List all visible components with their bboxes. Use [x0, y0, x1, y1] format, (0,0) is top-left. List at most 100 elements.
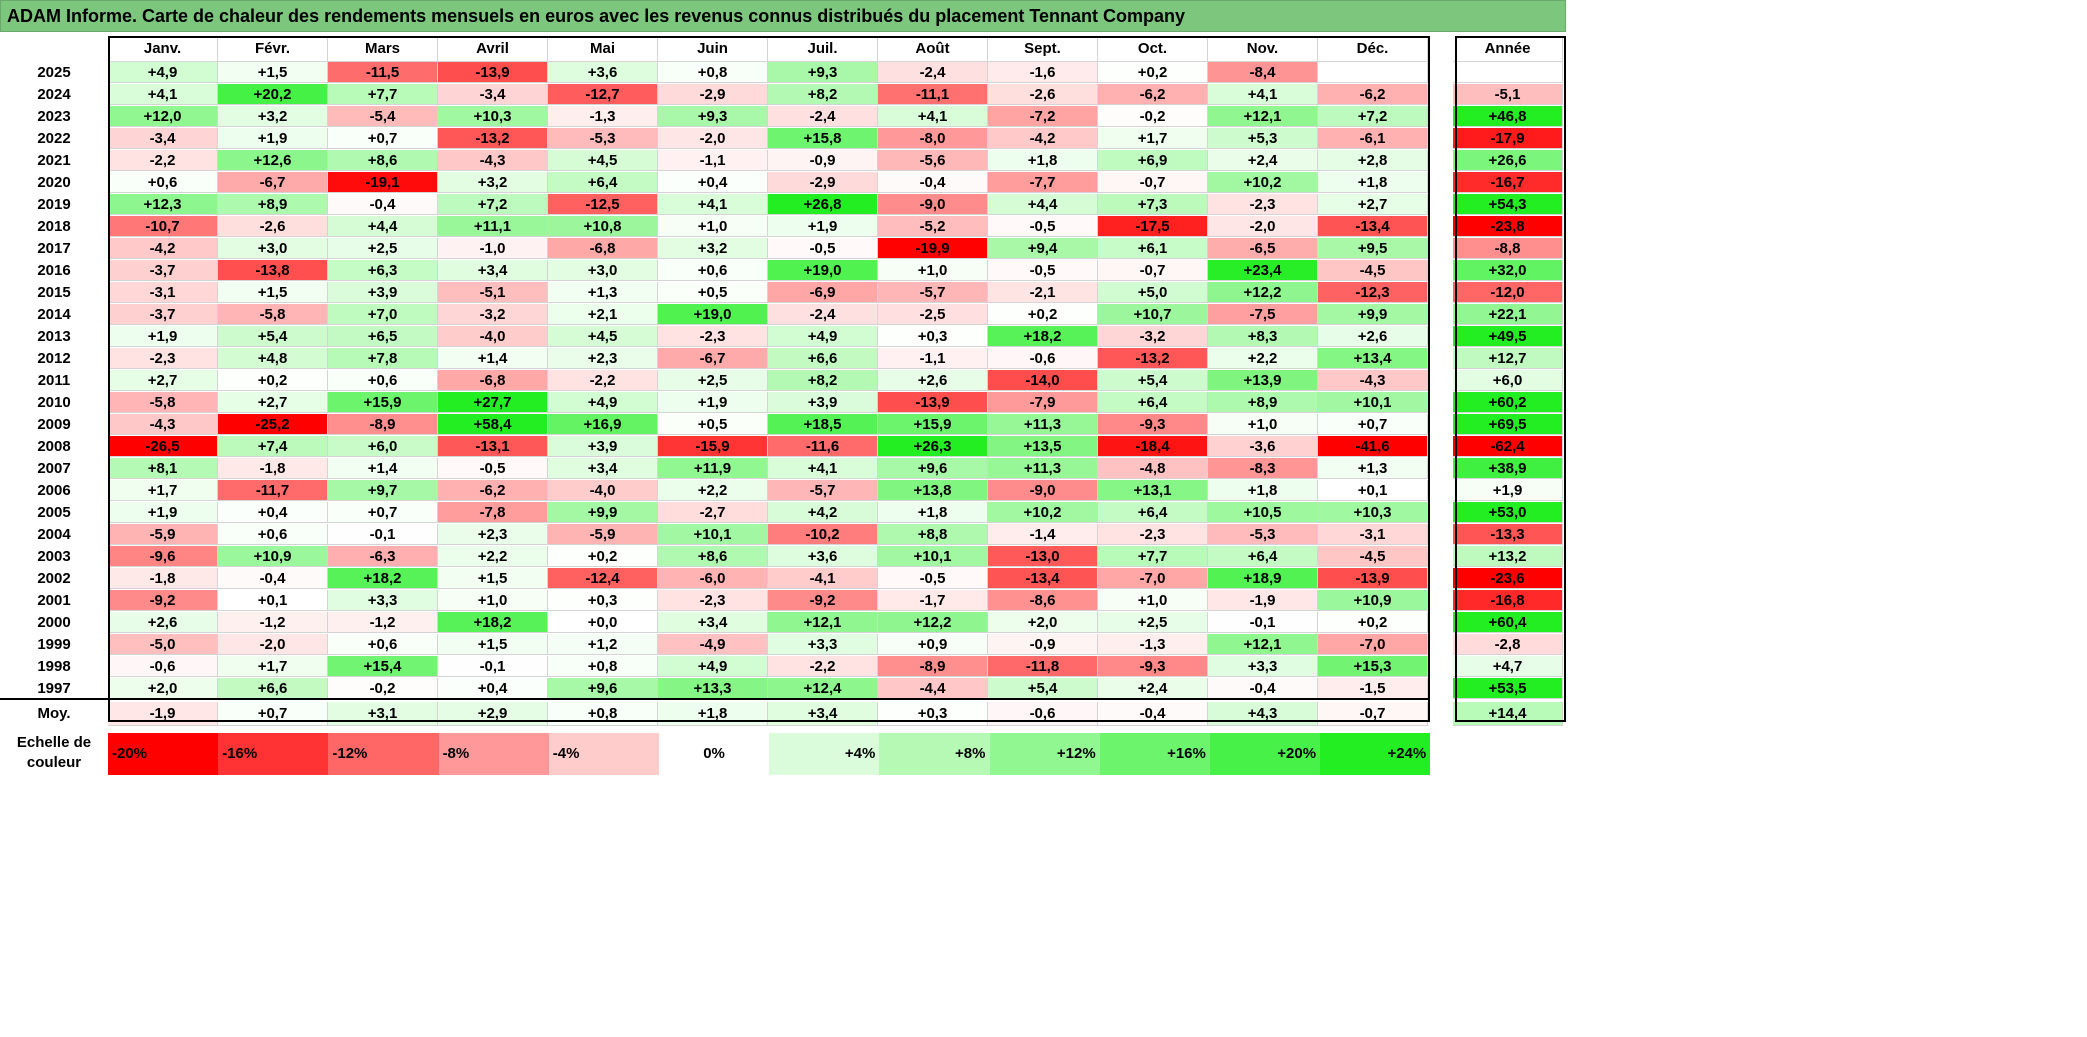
heatmap-cell: -2,3 — [1208, 194, 1318, 215]
heatmap-cell: +26,3 — [878, 436, 988, 457]
heatmap-cell: +6,3 — [328, 260, 438, 281]
heatmap-cell: +8,8 — [878, 524, 988, 545]
heatmap-cell: +5,4 — [1098, 370, 1208, 391]
heatmap-cell: +5,0 — [1098, 282, 1208, 303]
year-row: 2021 -2,2 +12,6 +8,6 -4,3 +4,5 -1,1 -0,9 -5,6 +1,… — [0, 150, 1563, 172]
row-label: 2008 — [37, 438, 71, 455]
heatmap-cell: -2,3 — [658, 590, 768, 611]
heatmap-cell: +15,4 — [328, 656, 438, 677]
heatmap-cell: +0,6 — [658, 260, 768, 281]
heatmap-cell: -6,9 — [768, 282, 878, 303]
heatmap-cell: -8,0 — [878, 128, 988, 149]
year-total-cell: +12,7 — [1453, 348, 1563, 369]
heatmap-cell: +9,6 — [548, 678, 658, 699]
heatmap-cell: +2,1 — [548, 304, 658, 325]
heatmap-cell: -14,0 — [988, 370, 1098, 391]
heatmap-cell: -2,2 — [548, 370, 658, 391]
row-label: 2004 — [37, 526, 71, 543]
heatmap-cell: +0,7 — [1318, 414, 1428, 435]
heatmap-cell: +2,3 — [438, 524, 548, 545]
heatmap-cell: -8,9 — [328, 414, 438, 435]
heatmap-cell: +3,0 — [548, 260, 658, 281]
heatmap-cell: -4,1 — [768, 568, 878, 589]
heatmap-cell: +2,8 — [1318, 150, 1428, 171]
heatmap-cell: -2,3 — [1098, 524, 1208, 545]
row-label: 2005 — [37, 504, 71, 521]
heatmap-cell: +1,7 — [108, 480, 218, 501]
year-total-cell: -5,1 — [1453, 84, 1563, 105]
year-row: 2009 -4,3 -25,2 -8,9 +58,4 +16,9 +0,5 +18,5 +15,… — [0, 414, 1563, 436]
heatmap-cell: -5,7 — [768, 480, 878, 501]
column-header: Oct. — [1098, 36, 1208, 62]
heatmap-cell: +6,6 — [768, 348, 878, 369]
heatmap-cell: -11,7 — [218, 480, 328, 501]
heatmap-cell: -4,3 — [438, 150, 548, 171]
heatmap-cell: +4,9 — [548, 392, 658, 413]
heatmap-cell: +4,5 — [548, 326, 658, 347]
heatmap-cell: +2,5 — [328, 238, 438, 259]
heatmap-cell: -9,3 — [1098, 414, 1208, 435]
heatmap-cell: +58,4 — [438, 414, 548, 435]
heatmap-cell: +8,6 — [658, 546, 768, 567]
heatmap-cell: -7,8 — [438, 502, 548, 523]
heatmap-cell: -11,5 — [328, 62, 438, 83]
column-header: Nov. — [1208, 36, 1318, 62]
column-header: Juil. — [768, 36, 878, 62]
heatmap-cell: +2,5 — [1098, 612, 1208, 633]
year-row: 2010 -5,8 +2,7 +15,9 +27,7 +4,9 +1,9 +3,9 -13,9-… — [0, 392, 1563, 414]
heatmap-cell: +15,9 — [328, 392, 438, 413]
column-header: Avril — [438, 36, 548, 62]
year-total-cell: +49,5 — [1453, 326, 1563, 347]
heatmap-cell: +1,0 — [658, 216, 768, 237]
legend-swatch: -12% — [328, 733, 439, 775]
year-row: 2002 -1,8 -0,4 +18,2 +1,5 -12,4 -6,0 -4,1 -0,5 -1… — [0, 568, 1563, 590]
legend-swatch: +8% — [879, 733, 990, 775]
heatmap-cell: +8,3 — [1208, 326, 1318, 347]
row-label: 2002 — [37, 570, 71, 587]
heatmap-cell: -2,0 — [658, 128, 768, 149]
heatmap-cell: +0,3 — [878, 702, 988, 726]
heatmap-cell: -3,2 — [1098, 326, 1208, 347]
year-row: 2025 +4,9 +1,5 -11,5 -13,9 +3,6 +0,8 +9,3 -2,4 -1… — [0, 62, 1563, 84]
heatmap-cell: +0,4 — [438, 678, 548, 699]
year-row: 2005 +1,9 +0,4 +0,7 -7,8 +9,9 -2,7 +4,2 +1,8 +10,… — [0, 502, 1563, 524]
legend-swatch: -8% — [438, 733, 549, 775]
heatmap-cell: +5,4 — [988, 678, 1098, 699]
year-row: 2000 +2,6 -1,2 -1,2 +18,2 +0,0 +3,4 +12,1 +12,2 +… — [0, 612, 1563, 634]
heatmap-cell: +13,8 — [878, 480, 988, 501]
row-label: 2021 — [37, 152, 71, 169]
heatmap-cell: +0,7 — [328, 128, 438, 149]
heatmap-cell: +13,9 — [1208, 370, 1318, 391]
column-header: Déc. — [1318, 36, 1428, 62]
row-label: 2014 — [37, 306, 71, 323]
heatmap-cell: +1,8 — [988, 150, 1098, 171]
heatmap-cell: -3,2 — [438, 304, 548, 325]
heatmap-cell: +7,3 — [1098, 194, 1208, 215]
heatmap-cell: -4,8 — [1098, 458, 1208, 479]
heatmap-cell: -4,4 — [878, 678, 988, 699]
row-label: 2020 — [37, 174, 71, 191]
heatmap-cell: +18,5 — [768, 414, 878, 435]
column-header: Sept. — [988, 36, 1098, 62]
heatmap-cell: -0,7 — [1318, 702, 1428, 726]
year-total-cell: +1,9 — [1453, 480, 1563, 501]
heatmap-cell: +0,2 — [548, 546, 658, 567]
year-total-cell: +53,5 — [1453, 678, 1563, 699]
heatmap-cell: +12,2 — [1208, 282, 1318, 303]
row-label: 2012 — [37, 350, 71, 367]
year-total-cell: -23,6 — [1453, 568, 1563, 589]
heatmap-cell: +8,2 — [768, 370, 878, 391]
heatmap-cell: +4,5 — [548, 150, 658, 171]
heatmap-cell: +15,9 — [878, 414, 988, 435]
heatmap-cell: +3,2 — [438, 172, 548, 193]
year-row: 2016 -3,7 -13,8 +6,3 +3,4 +3,0 +0,6 +19,0 +1,0 -0… — [0, 260, 1563, 282]
heatmap-cell: -6,2 — [1098, 84, 1208, 105]
row-label: 2013 — [37, 328, 71, 345]
heatmap-cell: +23,4 — [1208, 260, 1318, 281]
heatmap-cell: -6,7 — [658, 348, 768, 369]
heatmap-cell: -3,7 — [108, 304, 218, 325]
heatmap-cell: -0,4 — [1098, 702, 1208, 726]
heatmap-cell: +2,4 — [1208, 150, 1318, 171]
heatmap-cell: +8,2 — [768, 84, 878, 105]
year-row: 2006 +1,7 -11,7 +9,7 -6,2 -4,0 +2,2 -5,7 +13,8 -9… — [0, 480, 1563, 502]
